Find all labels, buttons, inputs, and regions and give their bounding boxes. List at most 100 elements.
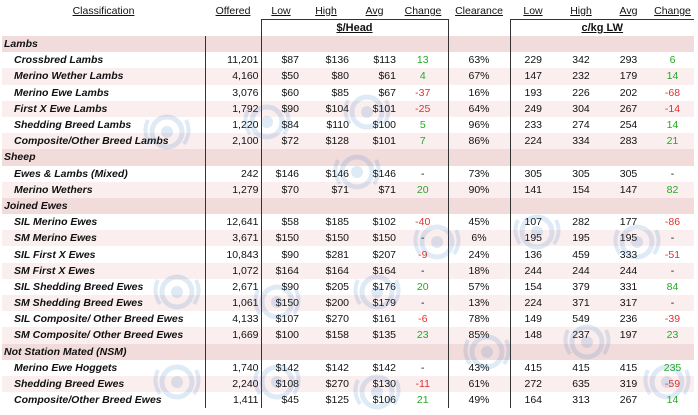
- low-cell: $50: [260, 68, 301, 85]
- low-ckg-cell: 107: [509, 214, 556, 231]
- high-cell: $200: [301, 295, 351, 312]
- high-cell: $71: [301, 181, 351, 198]
- high-cell: $104: [301, 100, 351, 117]
- classification-cell: Crossbred Lambs: [2, 52, 205, 69]
- category-title: Not Station Mated (NSM): [2, 343, 205, 360]
- classification-cell: SIL Composite/ Other Breed Ewes: [2, 311, 205, 328]
- header-high: High: [315, 4, 337, 17]
- classification-cell: SM Composite/ Other Breed Ewes: [2, 327, 205, 344]
- low-ckg-cell: 195: [509, 230, 556, 247]
- header-change-ckg: Change: [654, 4, 691, 17]
- sale-report-table: Classification Offered Low High Avg Chan…: [2, 2, 694, 409]
- high-cell: $205: [301, 278, 351, 295]
- high-ckg-cell: 282: [556, 214, 606, 231]
- avg-cell: $113: [351, 52, 398, 69]
- high-cell: $164: [301, 262, 351, 279]
- offered-cell: 3,076: [204, 84, 261, 101]
- clearance-cell: 49%: [447, 392, 510, 409]
- high-ckg-cell: 232: [556, 68, 606, 85]
- clearance-cell: 57%: [447, 278, 510, 295]
- low-cell: $164: [260, 262, 301, 279]
- change-cell: 13: [398, 52, 448, 69]
- change-ckg-cell: -: [651, 295, 694, 312]
- classification-cell: SIL Merino Ewes: [2, 214, 205, 231]
- high-ckg-cell: 304: [556, 100, 606, 117]
- avg-ckg-cell: 333: [606, 246, 651, 263]
- header-change: Change: [404, 4, 442, 17]
- low-ckg-cell: 193: [509, 84, 556, 101]
- table-row: SIL Shedding Breed Ewes 2,671 $90 $205 $176 2…: [2, 278, 694, 295]
- clearance-cell: 13%: [447, 295, 510, 312]
- high-cell: $142: [301, 359, 351, 376]
- clearance-cell: 85%: [447, 327, 510, 344]
- high-cell: $158: [301, 327, 351, 344]
- offered-cell: 4,133: [204, 311, 261, 328]
- unit-per-head: $/Head: [261, 19, 448, 36]
- header-avg: Avg: [365, 4, 384, 17]
- classification-cell: Composite/Other Breed Ewes: [2, 392, 205, 409]
- unit-cents-per-kg: c/kg LW: [510, 19, 694, 36]
- low-cell: $150: [260, 230, 301, 247]
- classification-cell: First X Ewe Lambs: [2, 100, 205, 117]
- avg-cell: $61: [351, 68, 398, 85]
- high-cell: $128: [301, 133, 351, 150]
- low-cell: $107: [260, 311, 301, 328]
- low-ckg-cell: 305: [509, 165, 556, 182]
- change-ckg-cell: 6: [651, 52, 694, 69]
- table-row: SIL First X Ewes 10,843 $90 $281 $207 -9 24% 13…: [2, 246, 694, 263]
- high-ckg-cell: 371: [556, 295, 606, 312]
- avg-ckg-cell: 179: [606, 68, 651, 85]
- offered-cell: 1,669: [204, 327, 261, 344]
- avg-cell: $164: [351, 262, 398, 279]
- clearance-cell: 24%: [447, 246, 510, 263]
- high-cell: $110: [301, 116, 351, 134]
- avg-cell: $102: [351, 214, 398, 231]
- high-ckg-cell: 226: [556, 84, 606, 101]
- high-ckg-cell: 244: [556, 262, 606, 279]
- low-ckg-cell: 415: [509, 359, 556, 376]
- clearance-cell: 90%: [447, 181, 510, 198]
- low-cell: $90: [260, 246, 301, 263]
- high-ckg-cell: 379: [556, 278, 606, 295]
- category-row: Joined Ewes: [2, 197, 694, 215]
- low-ckg-cell: 229: [509, 52, 556, 69]
- change-cell: 20: [398, 181, 448, 198]
- change-cell: -40: [398, 214, 448, 231]
- offered-cell: 1,792: [204, 100, 261, 117]
- table-row: Composite/Other Breed Ewes 1,411 $45 $125 $1…: [2, 392, 694, 409]
- change-ckg-cell: 23: [651, 327, 694, 344]
- high-ckg-cell: 195: [556, 230, 606, 247]
- high-ckg-cell: 237: [556, 327, 606, 344]
- change-cell: -25: [398, 100, 448, 117]
- offered-cell: 1,411: [204, 392, 261, 409]
- change-cell: 4: [398, 68, 448, 85]
- low-cell: $90: [260, 278, 301, 295]
- classification-cell: Merino Ewe Lambs: [2, 84, 205, 101]
- change-ckg-cell: -14: [651, 100, 694, 117]
- high-ckg-cell: 342: [556, 52, 606, 69]
- category-title: Sheep: [2, 149, 205, 166]
- high-ckg-cell: 635: [556, 375, 606, 393]
- avg-ckg-cell: 177: [606, 214, 651, 231]
- classification-cell: Merino Wethers: [2, 181, 205, 198]
- change-cell: 20: [398, 278, 448, 295]
- offered-cell: 242: [204, 165, 261, 182]
- change-ckg-cell: 14: [651, 392, 694, 409]
- change-cell: -9: [398, 246, 448, 263]
- header-offered: Offered: [215, 4, 251, 17]
- avg-ckg-cell: 195: [606, 230, 651, 247]
- high-cell: $185: [301, 214, 351, 231]
- classification-cell: Merino Wether Lambs: [2, 68, 205, 85]
- classification-cell: Composite/Other Breed Lambs: [2, 133, 205, 150]
- avg-ckg-cell: 244: [606, 262, 651, 279]
- clearance-cell: 6%: [447, 230, 510, 247]
- header-high-ckg: High: [570, 4, 592, 17]
- change-cell: 21: [398, 392, 448, 409]
- table-row: SM Composite/ Other Breed Ewes 1,669 $100 $…: [2, 327, 694, 344]
- change-cell: -: [398, 165, 448, 182]
- offered-cell: 1,061: [204, 295, 261, 312]
- high-ckg-cell: 549: [556, 311, 606, 328]
- clearance-cell: 16%: [447, 84, 510, 101]
- avg-cell: $101: [351, 133, 398, 150]
- classification-cell: Shedding Breed Lambs: [2, 116, 205, 134]
